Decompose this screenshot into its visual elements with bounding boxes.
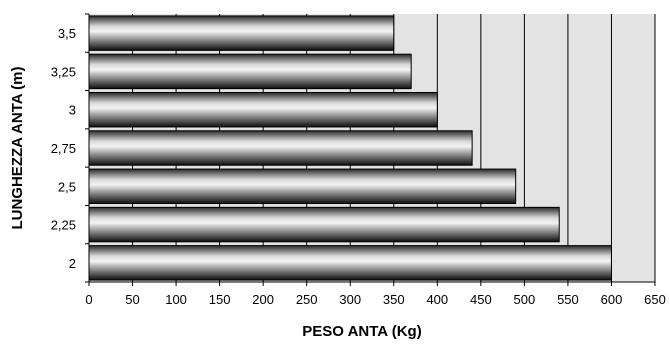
y-tick-label: 2,5: [58, 179, 76, 194]
tick-labels: 0 50 100 150 200 250 300 350 400 450 500 550 600 650 2…: [51, 26, 666, 307]
x-tick-label: 450: [470, 292, 492, 307]
y-tick-label: 3,25: [51, 64, 76, 79]
bar-3: [88, 91, 438, 128]
y-tick-label: 3: [69, 103, 76, 118]
bar-2,5: [88, 168, 517, 205]
x-tick-label: 600: [601, 292, 623, 307]
y-tick-label: 2,25: [51, 218, 76, 233]
bar-2: [88, 245, 612, 281]
x-tick-label: 350: [383, 292, 405, 307]
x-tick-label: 50: [125, 292, 139, 307]
axes: [85, 13, 656, 286]
x-tick-label: 300: [339, 292, 361, 307]
bar-3,25: [88, 53, 412, 90]
x-tick-label: 650: [644, 292, 666, 307]
bars: [88, 15, 612, 281]
x-tick-label: 150: [209, 292, 231, 307]
y-tick-label: 2,75: [51, 141, 76, 156]
y-tick-label: 2: [69, 256, 76, 271]
bar-2,75: [88, 130, 473, 166]
x-tick-label: 550: [557, 292, 579, 307]
x-tick-label: 500: [514, 292, 536, 307]
x-tick-label: 0: [85, 292, 92, 307]
y-axis-title: LUNGHEZZA ANTA (m): [9, 66, 26, 229]
bar-3,5: [88, 15, 395, 51]
x-axis-title: PESO ANTA (Kg): [302, 323, 421, 340]
x-tick-label: 400: [426, 292, 448, 307]
y-tick-label: 3,5: [58, 26, 76, 41]
x-tick-label: 100: [165, 292, 187, 307]
x-tick-label: 250: [296, 292, 318, 307]
bar-2,25: [88, 206, 560, 243]
x-tick-label: 200: [252, 292, 274, 307]
